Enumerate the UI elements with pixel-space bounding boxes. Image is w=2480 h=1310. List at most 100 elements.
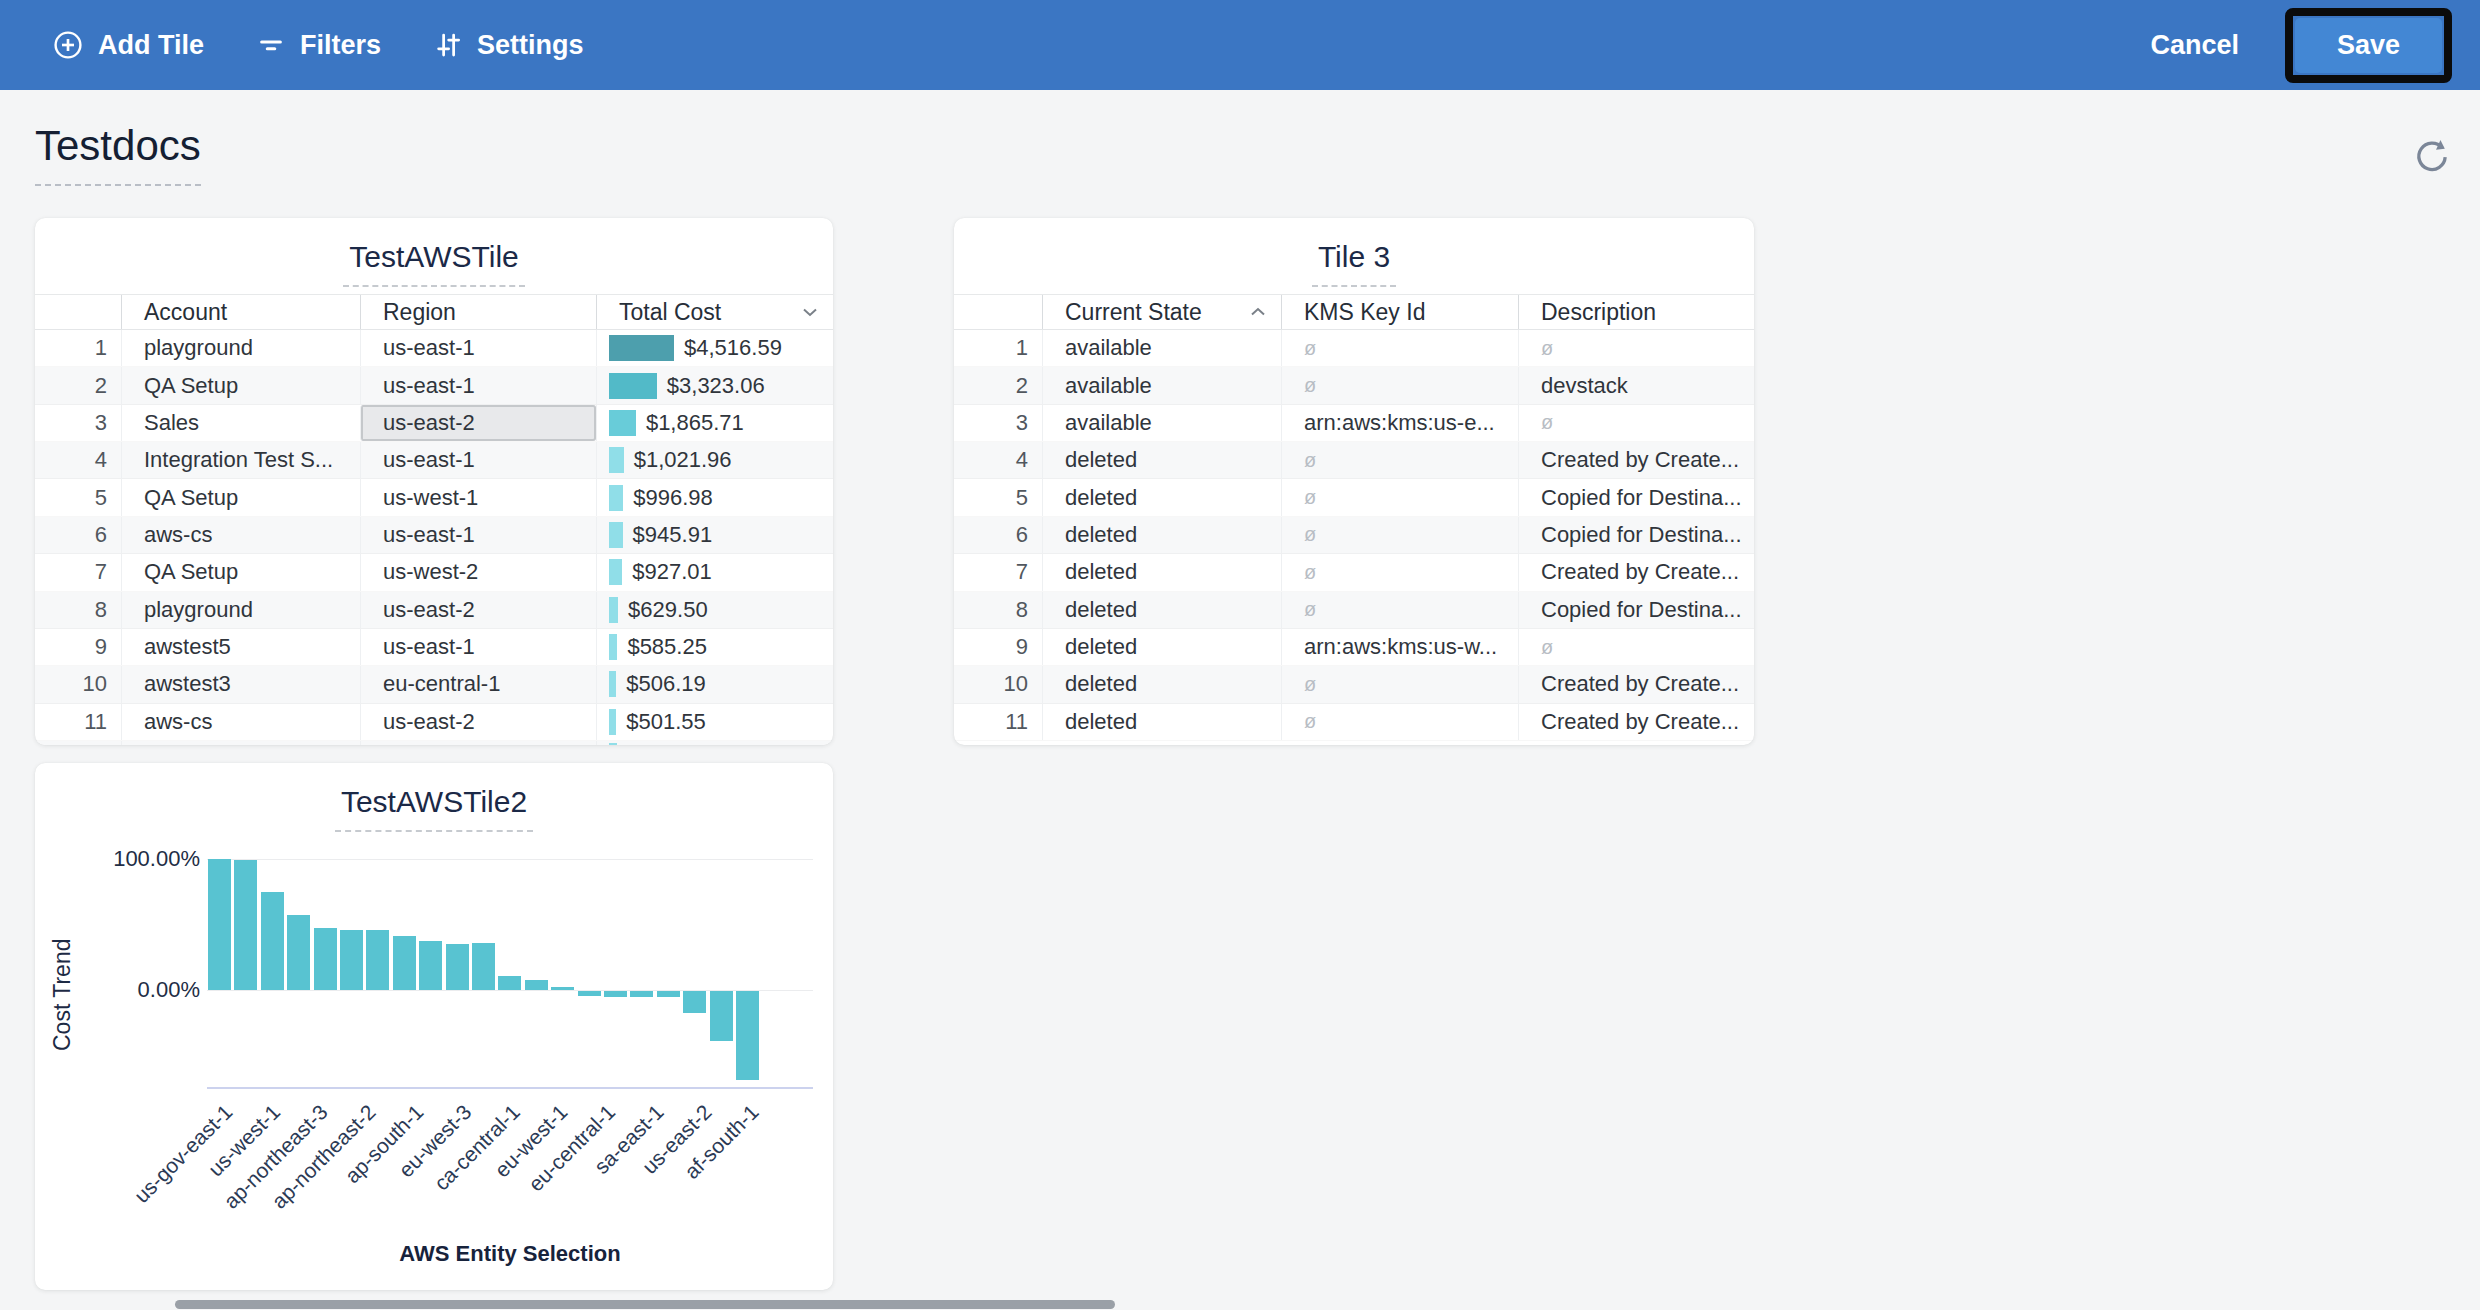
cell-current-state[interactable]: deleted bbox=[1042, 517, 1281, 553]
cell-current-state[interactable]: deleted bbox=[1042, 629, 1281, 665]
cell-kms-key-id[interactable]: ø bbox=[1281, 367, 1518, 403]
chart-bar[interactable] bbox=[736, 991, 759, 1080]
column-header-kms-key-id[interactable]: KMS Key Id bbox=[1281, 295, 1518, 329]
cell-kms-key-id[interactable]: arn:aws:kms:us-w... bbox=[1281, 629, 1518, 665]
cell-region[interactable]: us-east-1 bbox=[360, 367, 596, 403]
cancel-button[interactable]: Cancel bbox=[2150, 30, 2239, 61]
cell-description[interactable]: Created by Create... bbox=[1518, 704, 1754, 740]
cell-description[interactable]: Copied for Destina... bbox=[1518, 517, 1754, 553]
add-tile-button[interactable]: Add Tile bbox=[52, 29, 204, 61]
cell-total-cost[interactable]: $3,323.06 bbox=[596, 367, 833, 403]
chart-bar[interactable] bbox=[630, 991, 653, 997]
cell-total-cost[interactable]: $927.01 bbox=[596, 554, 833, 590]
cell-kms-key-id[interactable]: arn:aws:kms:us-e... bbox=[1281, 405, 1518, 441]
chart-bar[interactable] bbox=[578, 991, 601, 996]
cell-description[interactable]: Created by Create... bbox=[1518, 442, 1754, 478]
cell-current-state[interactable]: deleted bbox=[1042, 479, 1281, 515]
cell-total-cost[interactable]: $501.55 bbox=[596, 704, 833, 740]
cell-kms-key-id[interactable]: ø bbox=[1281, 666, 1518, 702]
chart-bar[interactable] bbox=[393, 936, 416, 990]
chart-bar[interactable] bbox=[604, 991, 627, 997]
cell-current-state[interactable]: deleted bbox=[1042, 704, 1281, 740]
cell-description[interactable]: ø bbox=[1518, 405, 1754, 441]
cell-description[interactable]: Copied for Destina... bbox=[1518, 592, 1754, 628]
cell-region[interactable]: us-east-1 bbox=[360, 629, 596, 665]
chart-bar[interactable] bbox=[208, 859, 231, 990]
chart-bar[interactable] bbox=[551, 987, 574, 990]
cell-region[interactable]: us-east-1 bbox=[360, 330, 596, 366]
cell-kms-key-id[interactable]: ø bbox=[1281, 330, 1518, 366]
cell-account[interactable]: awstest3 bbox=[121, 666, 360, 702]
cell-account[interactable]: awstest5 bbox=[121, 629, 360, 665]
cell-current-state[interactable]: deleted bbox=[1042, 442, 1281, 478]
cell-region[interactable]: eu-central-1 bbox=[360, 666, 596, 702]
horizontal-scrollbar-track[interactable] bbox=[0, 1298, 2480, 1310]
cell-region[interactable]: us-east-2 bbox=[360, 592, 596, 628]
cell-account[interactable]: Integration Test S... bbox=[121, 442, 360, 478]
cell-kms-key-id[interactable]: ø bbox=[1281, 592, 1518, 628]
chart-bar[interactable] bbox=[657, 991, 680, 997]
cell-region[interactable]: us-east-1 bbox=[360, 517, 596, 553]
cell-account[interactable]: aws-cs bbox=[121, 704, 360, 740]
cell-total-cost[interactable]: $4,516.59 bbox=[596, 330, 833, 366]
chart-bar[interactable] bbox=[314, 928, 337, 990]
cell-region[interactable]: us-east-2 bbox=[360, 405, 596, 441]
cell-region[interactable]: us-east-1 bbox=[360, 442, 596, 478]
horizontal-scrollbar-thumb[interactable] bbox=[175, 1300, 1115, 1309]
tile-testawstile[interactable]: TestAWSTile Account Region Total Cost 1p… bbox=[35, 218, 833, 745]
cell-account[interactable]: QA Setup bbox=[121, 367, 360, 403]
chart-bar[interactable] bbox=[234, 860, 257, 990]
tile-tile3[interactable]: Tile 3 Current State KMS Key Id Descript… bbox=[954, 218, 1754, 745]
cell-kms-key-id[interactable]: ø bbox=[1281, 442, 1518, 478]
chart-bar[interactable] bbox=[683, 991, 706, 1013]
cell-account[interactable]: aws-cs bbox=[121, 517, 360, 553]
column-header-total-cost[interactable]: Total Cost bbox=[596, 295, 833, 329]
column-header-description[interactable]: Description bbox=[1518, 295, 1754, 329]
chart-bar[interactable] bbox=[366, 930, 389, 990]
cell-kms-key-id[interactable]: ø bbox=[1281, 704, 1518, 740]
save-button[interactable]: Save bbox=[2295, 18, 2442, 73]
cell-region[interactable]: us-east-2 bbox=[360, 704, 596, 740]
cell-total-cost[interactable]: $1,021.96 bbox=[596, 442, 833, 478]
cell-total-cost[interactable]: $945.91 bbox=[596, 517, 833, 553]
chart-bar[interactable] bbox=[498, 976, 521, 990]
column-header-current-state[interactable]: Current State bbox=[1042, 295, 1281, 329]
filters-button[interactable]: Filters bbox=[256, 30, 381, 61]
chart-bar[interactable] bbox=[472, 943, 495, 990]
cell-current-state[interactable]: available bbox=[1042, 367, 1281, 403]
refresh-button[interactable] bbox=[2410, 136, 2454, 180]
cell-account[interactable]: playground bbox=[121, 592, 360, 628]
cell-description[interactable]: ø bbox=[1518, 330, 1754, 366]
cell-region[interactable]: us-west-1 bbox=[360, 479, 596, 515]
chart-bar[interactable] bbox=[446, 944, 469, 991]
chart-bar[interactable] bbox=[419, 941, 442, 990]
cell-current-state[interactable]: deleted bbox=[1042, 592, 1281, 628]
cell-total-cost[interactable]: $506.19 bbox=[596, 666, 833, 702]
chart-bar[interactable] bbox=[710, 991, 733, 1041]
cell-account[interactable]: QA Setup bbox=[121, 479, 360, 515]
chart-bar[interactable] bbox=[525, 980, 548, 991]
cell-region[interactable]: us-west-2 bbox=[360, 554, 596, 590]
cell-total-cost[interactable]: $996.98 bbox=[596, 479, 833, 515]
cell-description[interactable]: Created by Create... bbox=[1518, 666, 1754, 702]
settings-button[interactable]: Settings bbox=[433, 30, 584, 61]
cell-account[interactable]: Sales bbox=[121, 405, 360, 441]
cell-current-state[interactable]: available bbox=[1042, 330, 1281, 366]
chart-bar[interactable] bbox=[340, 930, 363, 990]
cell-description[interactable]: ø bbox=[1518, 629, 1754, 665]
cell-current-state[interactable]: available bbox=[1042, 405, 1281, 441]
cell-total-cost[interactable]: $629.50 bbox=[596, 592, 833, 628]
cell-kms-key-id[interactable]: ø bbox=[1281, 479, 1518, 515]
cell-total-cost[interactable]: $585.25 bbox=[596, 629, 833, 665]
tile-testawstile2[interactable]: TestAWSTile2 100.00% 0.00% Cost Trend us… bbox=[35, 763, 833, 1290]
column-header-region[interactable]: Region bbox=[360, 295, 596, 329]
chart-bar[interactable] bbox=[287, 915, 310, 990]
cell-kms-key-id[interactable]: ø bbox=[1281, 554, 1518, 590]
column-header-account[interactable]: Account bbox=[121, 295, 360, 329]
cell-current-state[interactable]: deleted bbox=[1042, 666, 1281, 702]
cell-kms-key-id[interactable]: ø bbox=[1281, 517, 1518, 553]
cell-account[interactable]: playground bbox=[121, 330, 360, 366]
chart-bar[interactable] bbox=[261, 892, 284, 990]
cell-current-state[interactable]: deleted bbox=[1042, 554, 1281, 590]
cell-description[interactable]: Created by Create... bbox=[1518, 554, 1754, 590]
